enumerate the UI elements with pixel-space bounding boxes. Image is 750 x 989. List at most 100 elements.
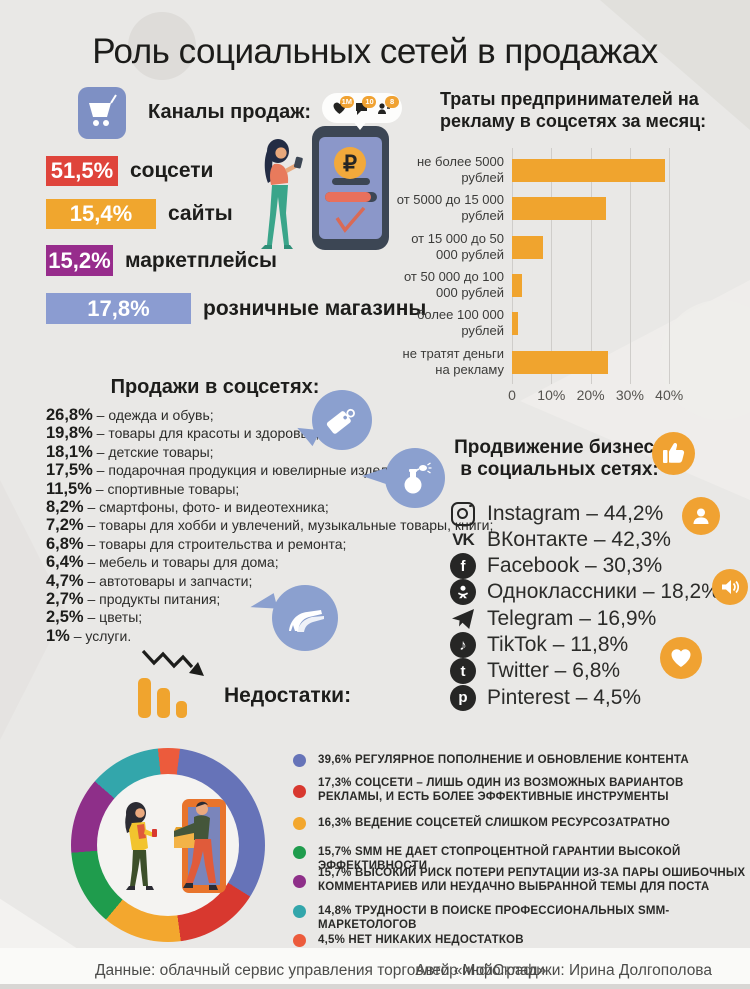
legend-color-dot xyxy=(293,934,306,947)
perfume-bubble-tail xyxy=(362,468,386,484)
shopping-cart-icon xyxy=(89,94,117,126)
sales-list-item: 19,8% – товары для красоты и здоровья; xyxy=(46,424,319,443)
legend-color-dot xyxy=(293,846,306,859)
channel-row: 15,2% маркетплейсы xyxy=(46,245,277,276)
like-notification-icon: 1M xyxy=(332,95,354,116)
legend-label: 39,6% РЕГУЛЯРНОЕ ПОПОЛНЕНИЕ И ОБНОВЛЕНИЕ… xyxy=(318,754,689,766)
legend-label: 15,7% SMM НЕ ДАЕТ СТОПРОЦЕНТНОЙ ГАРАНТИИ… xyxy=(318,846,681,872)
sales-list-item: 11,5% – спортивные товары; xyxy=(46,480,239,499)
sales-item-percent: 18,1% xyxy=(46,442,93,461)
sales-list-item: 4,7% – автотовары и запчасти; xyxy=(46,572,252,591)
thumbs-up-badge xyxy=(652,432,695,475)
page-title: Роль социальных сетей в продажах xyxy=(92,32,658,71)
sales-list-item: 17,5% – подарочная продукция и ювелирные… xyxy=(46,461,407,480)
author-text: Автор инфографики: Ирина Долгополова xyxy=(415,962,712,979)
sales-list-item: 6,4% – мебель и товары для дома; xyxy=(46,553,279,572)
price-tag-icon xyxy=(326,408,355,434)
sales-item-percent: 6,8% xyxy=(46,534,84,553)
thumbs-up-icon xyxy=(663,442,685,463)
sales-item-label: – автотовары и запчасти; xyxy=(83,572,253,589)
sales-item-percent: 4,7% xyxy=(46,571,84,590)
comment-notification-icon: 10 xyxy=(354,95,377,116)
telegram-icon xyxy=(450,607,476,631)
channel-label: соцсети xyxy=(130,159,214,182)
legend-label: 16,3% ВЕДЕНИЕ СОЦСЕТЕЙ СЛИШКОМ РЕСУРСОЗА… xyxy=(318,817,671,829)
sales-list-item: 7,2% – товары для хобби и увлечений, муз… xyxy=(46,516,493,535)
social-network-row: ♪ TikTok – 11,8% xyxy=(450,632,628,659)
decor-circle xyxy=(660,300,750,420)
chart-bar xyxy=(512,312,518,336)
speaker-icon xyxy=(722,580,740,594)
sales-item-percent: 11,5% xyxy=(46,479,92,498)
social-network-row: p Pinterest – 4,5% xyxy=(450,684,641,711)
social-network-stat: Instagram – 44,2% xyxy=(487,501,664,525)
sales-item-label: – продукты питания; xyxy=(83,591,221,607)
chart-bar xyxy=(512,273,522,297)
x-axis-tick-label: 10% xyxy=(537,387,566,403)
sales-item-percent: 2,7% xyxy=(46,590,84,608)
sales-item-percent: 26,8% xyxy=(46,406,93,424)
sales-item-label: – одежда и обувь; xyxy=(92,407,214,423)
channel-value: 15,4% xyxy=(69,201,133,226)
channel-value-bar: 15,2% xyxy=(46,245,113,276)
social-network-row: Одноклассники – 18,2% xyxy=(450,579,720,606)
instagram-icon xyxy=(451,501,475,526)
speaker-badge xyxy=(712,569,748,605)
social-network-stat: TikTok – 11,8% xyxy=(487,633,629,656)
x-axis-tick-label: 30% xyxy=(615,387,644,403)
odnoklassniki-icon xyxy=(450,579,476,606)
sales-list-item: 2,7% – продукты питания; xyxy=(46,590,220,609)
promotion-heading: Продвижение бизнеса в социальных сетях: xyxy=(454,437,665,480)
chart-gridline xyxy=(669,148,671,384)
legend-color-dot xyxy=(293,785,306,798)
sales-item-percent: 1% xyxy=(46,626,70,645)
channel-label: маркетплейсы xyxy=(125,248,277,272)
chart-category-label: от 5000 до 15 000 рублей xyxy=(396,192,504,224)
sales-list-item: 18,1% – детские товары; xyxy=(46,443,214,462)
sales-item-label: – услуги. xyxy=(69,627,132,644)
x-axis-tick-label: 20% xyxy=(576,387,605,403)
chart-gridline xyxy=(512,148,513,384)
perfume-bubble xyxy=(385,448,445,508)
notifications-bubble: 1M 10 8 xyxy=(322,93,402,123)
legend-label: 4,5% НЕТ НИКАКИХ НЕДОСТАТКОВ xyxy=(318,934,524,946)
social-network-stat: Pinterest – 4,5% xyxy=(487,685,642,709)
chart-gridline xyxy=(629,148,631,384)
social-network-row: VK ВКонтакте – 42,3% xyxy=(450,526,671,553)
sales-list-item: 1% – услуги. xyxy=(46,627,131,646)
sales-list-item: 2,5% – цветы; xyxy=(46,608,142,627)
chart-gridline xyxy=(590,148,592,384)
legend-color-dot xyxy=(293,817,306,830)
pinterest-icon: p xyxy=(450,684,476,711)
sales-item-label: – смартфоны, фото- и видеотехника; xyxy=(83,499,329,515)
chart-category-label: от 50 000 до 100 000 рублей xyxy=(403,268,504,300)
svg-text:₽: ₽ xyxy=(343,151,357,176)
heart-icon xyxy=(671,649,691,667)
social-network-stat: Одноклассники – 18,2% xyxy=(487,580,720,604)
sales-item-label: – товары для красоты и здоровья; xyxy=(92,425,320,442)
channels-heading: Каналы продаж: xyxy=(148,101,312,123)
sales-item-percent: 19,8% xyxy=(46,424,93,443)
x-axis-tick-label: 40% xyxy=(655,387,684,403)
tiktok-icon: ♪ xyxy=(450,632,476,658)
social-network-stat: Facebook – 30,3% xyxy=(487,554,663,578)
sales-list-item: 26,8% – одежда и обувь; xyxy=(46,406,214,425)
sales-item-percent: 6,4% xyxy=(46,553,84,572)
twitter-icon: t xyxy=(450,658,476,685)
legend-label: 14,8% ТРУДНОСТИ В ПОИСКЕ ПРОФЕССИОНАЛЬНЫ… xyxy=(318,905,670,931)
legend-color-dot xyxy=(293,754,306,767)
user-icon xyxy=(693,508,709,524)
social-network-row: f Facebook – 30,3% xyxy=(450,553,662,580)
spend-chart-title: Траты предпринимателей на рекламу в соцс… xyxy=(440,89,707,131)
sales-item-label: – подарочная продукция и ювелирные издел… xyxy=(92,462,408,479)
chart-bar xyxy=(512,235,544,259)
sales-item-label: – мебель и товары для дома; xyxy=(83,554,279,571)
legend-label: 17,3% СОЦСЕТИ – ЛИШЬ ОДИН ИЗ ВОЗМОЖНЫХ В… xyxy=(318,777,684,803)
chart-category-label: более 100 000 рублей xyxy=(416,307,504,339)
social-network-stat: ВКонтакте – 42,3% xyxy=(487,527,671,551)
sales-item-label: – товары для строительства и ремонта; xyxy=(83,535,347,552)
channel-value-bar: 51,5% xyxy=(46,156,118,186)
legend-label: 15,7% ВЫСОКИЙ РИСК ПОТЕРИ РЕПУТАЦИИ ИЗ-З… xyxy=(318,867,746,893)
social-network-row: Telegram – 16,9% xyxy=(450,605,656,632)
